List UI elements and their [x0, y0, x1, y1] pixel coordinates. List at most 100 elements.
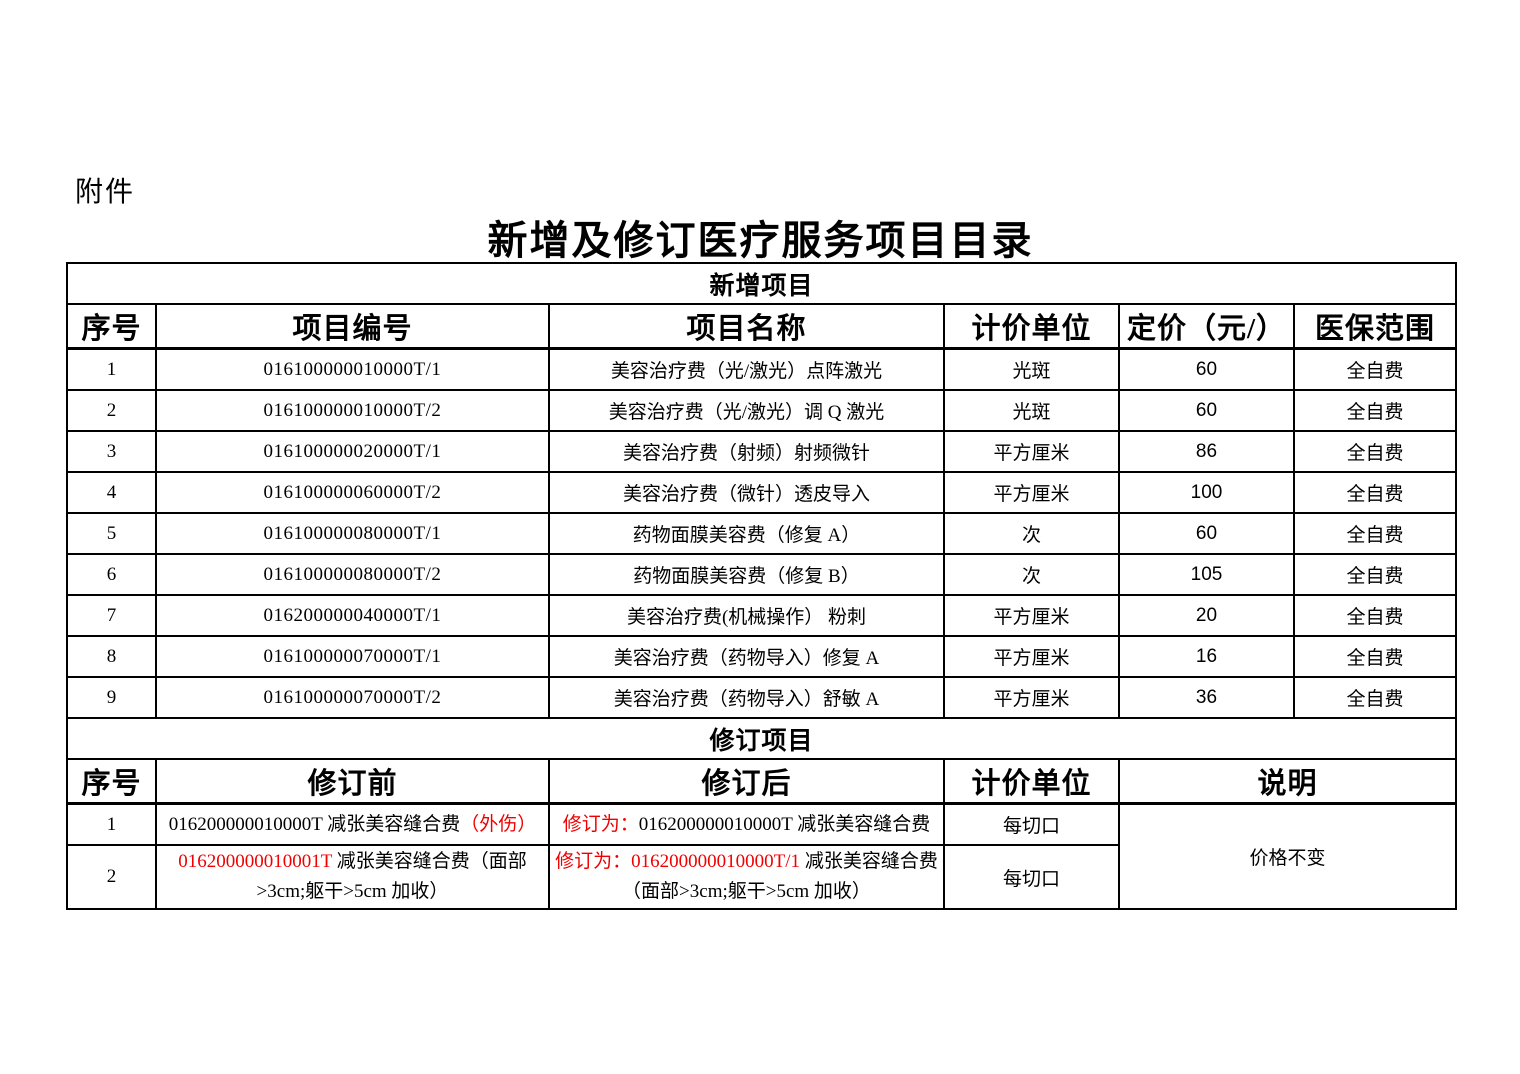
- cell-insurance: 全自费: [1292, 471, 1458, 514]
- cell-price: 105: [1118, 553, 1295, 596]
- page-title: 新增及修订医疗服务项目目录: [487, 218, 1034, 263]
- revised-item-row: 1 016200000010000T 减张美容缝合费（外伤） 修订为：01620…: [66, 802, 1458, 910]
- cell-code: 016100000080000T/1: [155, 512, 550, 555]
- cell-code: 016100000070000T/2: [155, 676, 550, 719]
- header-before: 修订前: [155, 758, 550, 805]
- new-item-row: 8 016100000070000T/1 美容治疗费（药物导入）修复 A 平方厘…: [66, 635, 1458, 678]
- text-segment: 减张美容缝合费（面部>3cm;躯干>5cm 加收）: [256, 851, 527, 902]
- header-after: 修订后: [548, 758, 945, 805]
- cell-insurance: 全自费: [1292, 676, 1458, 719]
- cell-insurance: 全自费: [1292, 594, 1458, 637]
- cell-no: 9: [66, 676, 157, 719]
- cell-unit: 平方厘米: [943, 635, 1120, 678]
- revised-item-row: 2 016200000010001T 减张美容缝合费（面部>3cm;躯干>5cm…: [66, 844, 1456, 910]
- cell-before: 016200000010001T 减张美容缝合费（面部>3cm;躯干>5cm 加…: [155, 844, 550, 910]
- cell-after: 修订为：016200000010000T/1 减张美容缝合费（面部>3cm;躯干…: [548, 844, 945, 910]
- cell-no: 5: [66, 512, 157, 555]
- cell-insurance: 全自费: [1292, 512, 1458, 555]
- cell-no: 4: [66, 471, 157, 514]
- header-rev-unit: 计价单位: [943, 758, 1120, 805]
- cell-no: 7: [66, 594, 157, 637]
- cell-price: 86: [1118, 430, 1295, 473]
- header-no: 序号: [66, 303, 157, 350]
- new-item-row: 3 016100000020000T/1 美容治疗费（射频）射频微针 平方厘米 …: [66, 430, 1458, 473]
- new-items-section-title: 新增项目: [65, 262, 1458, 305]
- cell-no: 2: [66, 389, 157, 432]
- new-item-row: 1 016100000010000T/1 美容治疗费（光/激光）点阵激光 光斑 …: [66, 347, 1458, 391]
- attachment-label: 附件: [75, 176, 136, 207]
- cell-code: 016100000060000T/2: [155, 471, 550, 514]
- cell-after: 修订为：016200000010000T 减张美容缝合费: [548, 802, 945, 846]
- cell-name: 美容治疗费（微针）透皮导入: [548, 471, 945, 514]
- revised-items-section-row: 修订项目: [65, 717, 1458, 760]
- catalog-table: 新增项目 序号 项目编号 项目名称 计价单位 定价（元/） 医保范围 1 016…: [65, 262, 1458, 910]
- cell-rev-no: 2: [66, 844, 157, 910]
- text-segment: 016200000010000T 减张美容缝合费: [168, 813, 461, 835]
- cell-code: 016100000010000T/2: [155, 389, 550, 432]
- header-code: 项目编号: [155, 303, 550, 350]
- cell-price: 60: [1118, 389, 1295, 432]
- cell-unit: 光斑: [943, 389, 1120, 432]
- cell-note: 价格不变: [1117, 802, 1458, 910]
- header-note: 说明: [1117, 758, 1458, 805]
- new-item-row: 7 016200000040000T/1 美容治疗费(机械操作） 粉刺 平方厘米…: [66, 594, 1458, 637]
- new-item-row: 5 016100000080000T/1 药物面膜美容费（修复 A） 次 60 …: [66, 512, 1458, 555]
- text-segment: 减张美容缝合费（面部>3cm;躯干>5cm 加收）: [622, 851, 938, 902]
- revised-items-header-row: 序号 修订前 修订后 计价单位 说明: [66, 758, 1458, 805]
- new-item-row: 9 016100000070000T/2 美容治疗费（药物导入）舒敏 A 平方厘…: [66, 676, 1458, 719]
- cell-name: 美容治疗费（光/激光）点阵激光: [548, 347, 945, 391]
- revised-items-section-title: 修订项目: [65, 717, 1458, 760]
- cell-unit: 平方厘米: [943, 471, 1120, 514]
- cell-price: 60: [1118, 512, 1295, 555]
- red-text-segment: 修订为：016200000010000T/1: [555, 851, 801, 872]
- cell-no: 8: [66, 635, 157, 678]
- cell-code: 016100000010000T/1: [155, 347, 550, 391]
- cell-insurance: 全自费: [1292, 347, 1458, 391]
- cell-price: 36: [1118, 676, 1295, 719]
- cell-name: 美容治疗费（射频）射频微针: [548, 430, 945, 473]
- cell-unit: 次: [943, 512, 1120, 555]
- cell-name: 药物面膜美容费（修复 A）: [548, 512, 945, 555]
- cell-unit: 次: [943, 553, 1120, 596]
- cell-unit: 光斑: [943, 347, 1120, 391]
- red-text-segment: （外伤）: [460, 813, 537, 835]
- cell-insurance: 全自费: [1292, 389, 1458, 432]
- cell-name: 美容治疗费（药物导入）舒敏 A: [548, 676, 945, 719]
- cell-rev-unit: 每切口: [943, 844, 1120, 910]
- cell-price: 20: [1118, 594, 1295, 637]
- cell-name: 美容治疗费(机械操作） 粉刺: [548, 594, 945, 637]
- text-segment: 016200000010000T 减张美容缝合费: [638, 813, 931, 835]
- header-insurance: 医保范围: [1292, 303, 1458, 350]
- red-text-segment: 016200000010001T: [178, 851, 332, 872]
- cell-code: 016100000020000T/1: [155, 430, 550, 473]
- cell-rev-unit: 每切口: [943, 802, 1120, 846]
- header-rev-no: 序号: [66, 758, 157, 805]
- cell-unit: 平方厘米: [943, 594, 1120, 637]
- header-unit: 计价单位: [943, 303, 1120, 350]
- header-price: 定价（元/）: [1118, 303, 1295, 350]
- cell-rev-no: 1: [66, 802, 157, 846]
- cell-unit: 平方厘米: [943, 430, 1120, 473]
- cell-name: 美容治疗费（药物导入）修复 A: [548, 635, 945, 678]
- cell-code: 016100000070000T/1: [155, 635, 550, 678]
- cell-no: 1: [66, 347, 157, 391]
- new-item-row: 4 016100000060000T/2 美容治疗费（微针）透皮导入 平方厘米 …: [66, 471, 1458, 514]
- red-text-segment: 修订为：: [562, 813, 639, 835]
- cell-before: 016200000010000T 减张美容缝合费（外伤）: [155, 802, 550, 846]
- header-name: 项目名称: [548, 303, 945, 350]
- cell-code: 016100000080000T/2: [155, 553, 550, 596]
- cell-price: 16: [1118, 635, 1295, 678]
- new-item-row: 2 016100000010000T/2 美容治疗费（光/激光）调 Q 激光 光…: [66, 389, 1458, 432]
- cell-name: 美容治疗费（光/激光）调 Q 激光: [548, 389, 945, 432]
- cell-unit: 平方厘米: [943, 676, 1120, 719]
- cell-price: 100: [1118, 471, 1295, 514]
- cell-no: 6: [66, 553, 157, 596]
- new-item-row: 6 016100000080000T/2 药物面膜美容费（修复 B） 次 105…: [66, 553, 1458, 596]
- new-items-header-row: 序号 项目编号 项目名称 计价单位 定价（元/） 医保范围: [66, 303, 1458, 350]
- cell-no: 3: [66, 430, 157, 473]
- cell-name: 药物面膜美容费（修复 B）: [548, 553, 945, 596]
- cell-insurance: 全自费: [1292, 430, 1458, 473]
- cell-insurance: 全自费: [1292, 553, 1458, 596]
- cell-insurance: 全自费: [1292, 635, 1458, 678]
